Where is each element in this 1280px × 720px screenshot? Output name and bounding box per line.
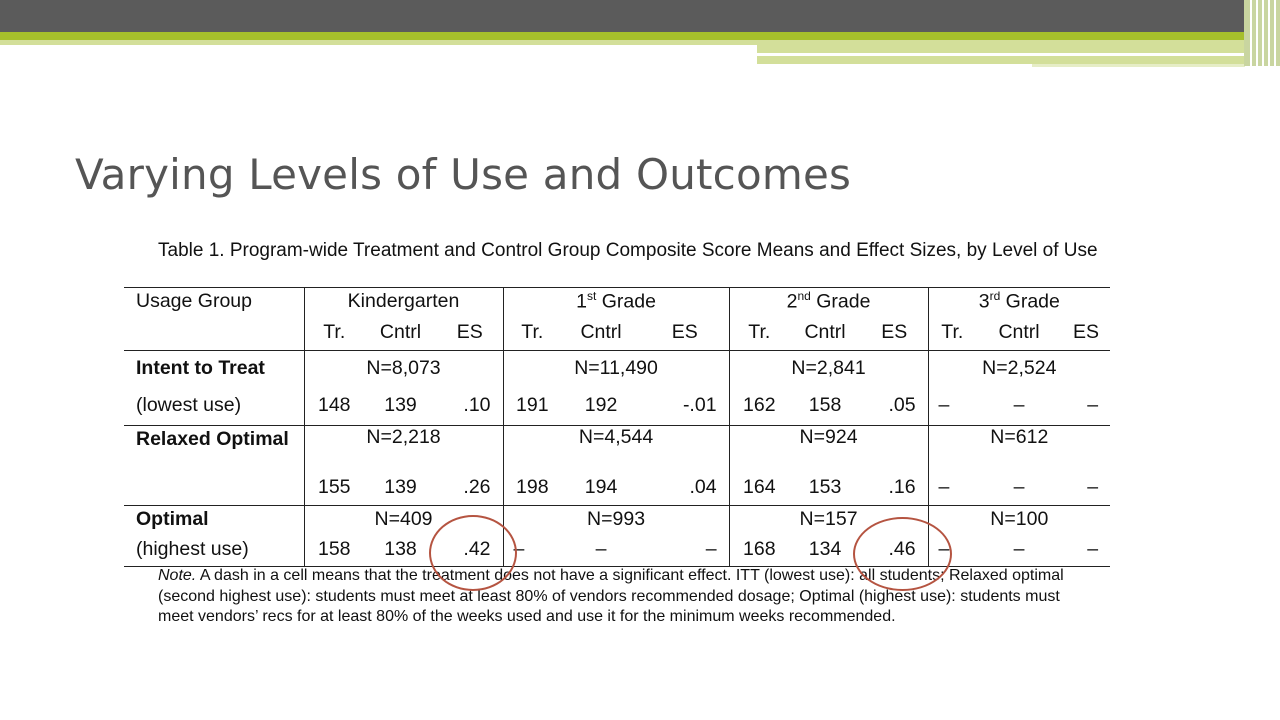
value-cell: .10 bbox=[437, 386, 504, 426]
value-cell: – bbox=[938, 394, 950, 417]
row-label-itt: Intent to Treat bbox=[124, 350, 305, 387]
row-sublabel-optimal: (highest use) bbox=[124, 533, 305, 567]
n-count: N=993 bbox=[503, 505, 730, 534]
value-cell: – bbox=[1087, 394, 1099, 417]
header-band-gray bbox=[0, 0, 1280, 32]
value-cell: 162 bbox=[743, 394, 776, 417]
header-band-accent bbox=[1032, 64, 1245, 67]
header-usage-group: Usage Group bbox=[124, 287, 305, 315]
header-band-accent bbox=[757, 56, 1245, 64]
note-label: Note. bbox=[158, 567, 197, 584]
value-cell: -.01 bbox=[641, 386, 730, 426]
row-label-relaxed-optimal: Relaxed Optimal bbox=[124, 425, 305, 506]
slide-title: Varying Levels of Use and Outcomes bbox=[75, 150, 852, 199]
header-corner-decoration bbox=[1244, 0, 1280, 66]
results-table: Usage Group Kindergarten 1st Grade 2nd G… bbox=[124, 287, 1111, 567]
value-cell: 153 bbox=[808, 475, 842, 498]
value-cell: 139 bbox=[384, 475, 417, 498]
value-cell: 158 bbox=[317, 538, 351, 561]
header-grade-2: 2nd Grade bbox=[729, 287, 929, 315]
subcol-cntrl: Cntrl bbox=[998, 320, 1040, 343]
value-cell: 194 bbox=[584, 475, 618, 498]
subcol-es: ES bbox=[861, 314, 929, 351]
value-cell: – bbox=[1013, 475, 1025, 498]
value-cell: .04 bbox=[641, 469, 730, 506]
value-cell: .16 bbox=[861, 469, 929, 506]
table-caption: Table 1. Program-wide Treatment and Cont… bbox=[158, 240, 1098, 261]
n-count: N=157 bbox=[729, 505, 929, 534]
value-cell: 192 bbox=[584, 394, 618, 417]
header-band-line bbox=[757, 53, 1187, 56]
value-cell: 158 bbox=[808, 394, 842, 417]
n-count: N=409 bbox=[304, 505, 504, 534]
subcol-tr: Tr. bbox=[941, 320, 964, 343]
value-cell: – bbox=[938, 475, 950, 498]
n-count: N=100 bbox=[928, 505, 1111, 534]
header-band-accent bbox=[757, 45, 1245, 53]
n-count: N=612 bbox=[928, 425, 1111, 470]
value-cell: 134 bbox=[808, 538, 842, 561]
value-cell: – bbox=[1087, 538, 1099, 561]
value-cell: – bbox=[513, 538, 525, 561]
value-cell: 198 bbox=[516, 475, 549, 498]
value-cell-highlighted: .42 bbox=[437, 533, 504, 567]
n-count: N=2,218 bbox=[304, 425, 504, 470]
value-cell: 155 bbox=[317, 475, 351, 498]
value-cell: 168 bbox=[743, 538, 776, 561]
value-cell: 191 bbox=[516, 394, 549, 417]
n-count: N=4,544 bbox=[503, 425, 730, 470]
subcol-es: ES bbox=[437, 314, 504, 351]
n-count: N=2,841 bbox=[729, 350, 929, 387]
value-cell: – bbox=[1087, 475, 1099, 498]
n-count: N=11,490 bbox=[503, 350, 730, 387]
subcol-tr: Tr. bbox=[521, 320, 544, 343]
value-cell: 148 bbox=[317, 394, 351, 417]
value-cell: – bbox=[595, 538, 607, 561]
header-grade-k: Kindergarten bbox=[304, 287, 504, 315]
value-cell: 138 bbox=[384, 538, 417, 561]
header-band-pale bbox=[0, 40, 1245, 45]
header-grade-1: 1st Grade bbox=[503, 287, 730, 315]
n-count: N=924 bbox=[729, 425, 929, 470]
table-note: Note. A dash in a cell means that the tr… bbox=[158, 566, 1078, 628]
value-cell-highlighted: .46 bbox=[861, 533, 929, 567]
subcol-cntrl: Cntrl bbox=[580, 320, 622, 343]
value-cell: .26 bbox=[437, 469, 504, 506]
header-band-green bbox=[0, 32, 1280, 40]
note-text: A dash in a cell means that the treatmen… bbox=[158, 567, 1064, 625]
subcol-es: ES bbox=[641, 314, 730, 351]
subcol-es: ES bbox=[1073, 320, 1100, 343]
subcol-cntrl: Cntrl bbox=[804, 320, 846, 343]
row-sublabel-itt: (lowest use) bbox=[124, 386, 305, 426]
value-cell: – bbox=[938, 538, 950, 561]
value-cell: 139 bbox=[384, 394, 417, 417]
row-label-optimal: Optimal bbox=[124, 505, 305, 534]
value-cell: 164 bbox=[743, 475, 776, 498]
subcol-tr: Tr. bbox=[748, 320, 771, 343]
n-count: N=8,073 bbox=[304, 350, 504, 387]
header-grade-3: 3rd Grade bbox=[978, 289, 1060, 313]
value-cell: – bbox=[641, 533, 730, 567]
value-cell: – bbox=[1013, 394, 1025, 417]
value-cell: – bbox=[1013, 538, 1025, 561]
subcol-tr: Tr. bbox=[323, 320, 346, 343]
subcol-cntrl: Cntrl bbox=[379, 320, 422, 343]
value-cell: .05 bbox=[861, 386, 929, 426]
n-count: N=2,524 bbox=[928, 350, 1111, 387]
